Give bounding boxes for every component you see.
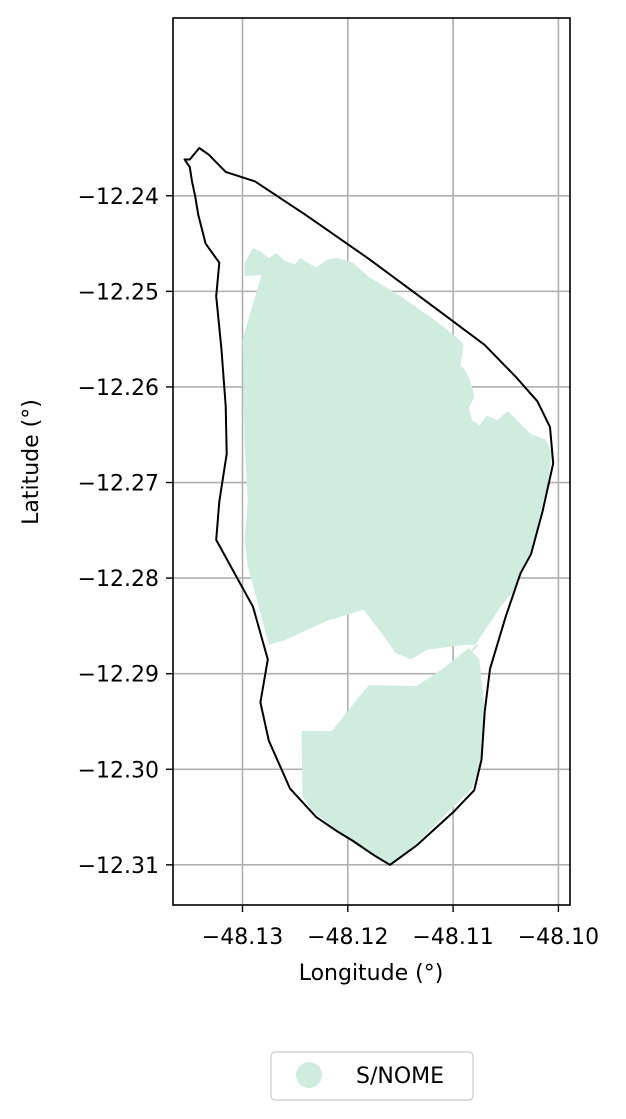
y-tick-labels: −12.24 −12.25 −12.26 −12.27 −12.28 −12.29 −12.… <box>78 185 159 879</box>
x-axis-label: Longitude (°) <box>299 961 444 986</box>
legend: S/NOME <box>270 1051 474 1101</box>
y-tick-label-4: −12.28 <box>78 567 159 592</box>
region-fill-snome-1 <box>301 647 485 865</box>
boundary-outline <box>183 147 555 866</box>
x-tick-label-1: −48.12 <box>307 925 388 950</box>
x-tick-label-0: −48.13 <box>202 925 283 950</box>
y-tick-label-7: −12.31 <box>78 854 159 879</box>
y-tick-label-0: −12.24 <box>78 185 159 210</box>
legend-marker <box>296 1062 322 1088</box>
x-tick-label-2: −48.11 <box>412 925 493 950</box>
region-fill-snome-0 <box>242 248 553 660</box>
x-tick-label-3: −48.10 <box>518 925 599 950</box>
y-tick-label-1: −12.25 <box>78 280 159 305</box>
tick-marks <box>166 195 560 912</box>
x-tick-labels: −48.13 −48.12 −48.11 −48.10 <box>202 925 599 950</box>
map-layers <box>183 147 555 866</box>
legend-frame <box>270 1051 474 1101</box>
y-tick-label-2: −12.26 <box>78 376 159 401</box>
y-tick-label-6: −12.30 <box>78 758 159 783</box>
legend-label: S/NOME <box>356 1064 444 1089</box>
y-tick-label-3: −12.27 <box>78 472 159 497</box>
y-tick-label-5: −12.29 <box>78 663 159 688</box>
plot-frame <box>172 17 571 906</box>
y-axis-label: Latitude (°) <box>19 399 44 525</box>
